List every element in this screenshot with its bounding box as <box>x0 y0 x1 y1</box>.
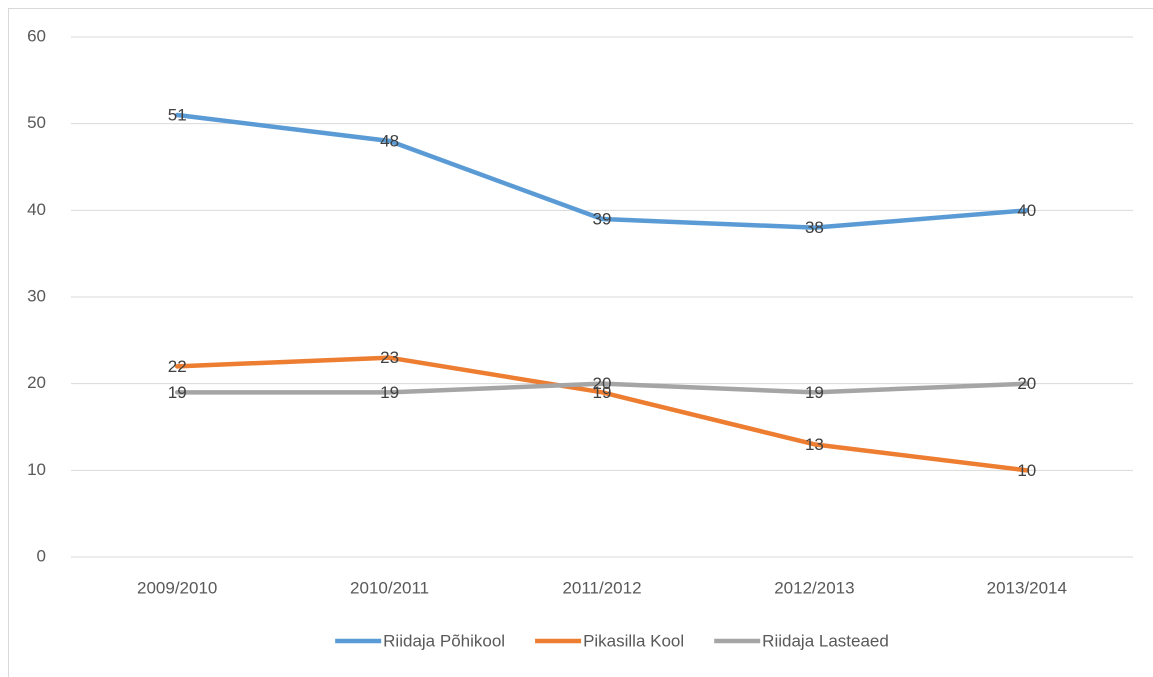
data-label: 39 <box>593 209 612 228</box>
data-label: 19 <box>380 383 399 402</box>
data-label: 23 <box>380 348 399 367</box>
y-tick-label: 10 <box>27 460 46 479</box>
data-label: 19 <box>168 383 187 402</box>
x-tick-label: 2010/2011 <box>350 578 429 597</box>
y-tick-label: 40 <box>27 200 46 219</box>
legend-label: Pikasilla Kool <box>583 631 684 650</box>
y-tick-label: 30 <box>27 286 46 305</box>
data-label: 38 <box>805 218 824 237</box>
data-label: 20 <box>1017 374 1036 393</box>
x-tick-label: 2012/2013 <box>774 578 854 597</box>
data-label: 22 <box>168 357 187 376</box>
x-tick-label: 2009/2010 <box>137 578 217 597</box>
data-label: 40 <box>1017 201 1036 220</box>
data-label: 10 <box>1017 461 1036 480</box>
y-tick-label: 50 <box>27 113 46 132</box>
y-tick-label: 0 <box>37 546 46 565</box>
chart-frame <box>8 8 1153 677</box>
legend-label: Riidaja Põhikool <box>383 631 505 650</box>
data-label: 19 <box>805 383 824 402</box>
series-line <box>174 112 1030 230</box>
series-line <box>174 355 1030 473</box>
data-label: 19 <box>593 383 612 402</box>
y-tick-label: 60 <box>27 26 46 45</box>
legend-label: Riidaja Lasteaed <box>762 631 889 650</box>
series-line <box>174 381 1030 395</box>
data-label: 20 <box>593 374 612 393</box>
y-tick-label: 20 <box>27 373 46 392</box>
x-tick-label: 2011/2012 <box>562 578 641 597</box>
x-tick-label: 2013/2014 <box>987 578 1067 597</box>
data-label: 48 <box>380 131 399 150</box>
data-label: 13 <box>805 435 824 454</box>
data-label: 51 <box>168 105 187 124</box>
